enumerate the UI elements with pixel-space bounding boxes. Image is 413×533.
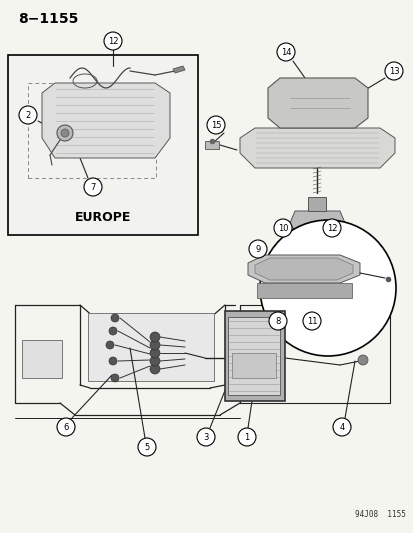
Bar <box>204 141 218 149</box>
Text: 12: 12 <box>326 223 337 232</box>
Circle shape <box>106 341 114 349</box>
Text: 7: 7 <box>90 182 95 191</box>
Circle shape <box>61 129 69 137</box>
Circle shape <box>150 364 159 374</box>
Text: 10: 10 <box>277 223 287 232</box>
Circle shape <box>332 418 350 436</box>
Text: 5: 5 <box>144 442 149 451</box>
Circle shape <box>384 62 402 80</box>
Circle shape <box>322 219 340 237</box>
Bar <box>22 340 62 378</box>
Bar <box>224 311 284 401</box>
Circle shape <box>150 340 159 350</box>
Circle shape <box>104 32 122 50</box>
Polygon shape <box>173 66 185 73</box>
Polygon shape <box>254 258 352 280</box>
Circle shape <box>111 374 119 382</box>
Polygon shape <box>247 255 359 283</box>
Bar <box>28 83 156 178</box>
Circle shape <box>259 220 395 356</box>
Text: 6: 6 <box>63 423 69 432</box>
Text: 14: 14 <box>280 47 291 56</box>
Circle shape <box>357 355 367 365</box>
Text: 11: 11 <box>306 317 316 326</box>
Circle shape <box>109 357 117 365</box>
Circle shape <box>273 219 291 237</box>
Text: 2: 2 <box>25 110 31 119</box>
Bar <box>228 317 279 395</box>
Bar <box>88 313 214 381</box>
Circle shape <box>57 125 73 141</box>
Circle shape <box>150 332 159 342</box>
Circle shape <box>302 312 320 330</box>
Circle shape <box>109 327 117 335</box>
Bar <box>231 353 275 378</box>
Bar <box>256 283 351 298</box>
Circle shape <box>57 418 75 436</box>
Text: 15: 15 <box>210 120 221 130</box>
Bar <box>8 55 197 235</box>
Circle shape <box>19 106 37 124</box>
Circle shape <box>197 428 214 446</box>
Text: 94J08  1155: 94J08 1155 <box>354 510 405 519</box>
Text: 1: 1 <box>244 432 249 441</box>
Circle shape <box>268 312 286 330</box>
Circle shape <box>237 428 255 446</box>
Circle shape <box>150 348 159 358</box>
Text: 8: 8 <box>275 317 280 326</box>
Circle shape <box>206 116 224 134</box>
Circle shape <box>276 43 294 61</box>
Circle shape <box>138 438 156 456</box>
Text: 12: 12 <box>107 36 118 45</box>
Circle shape <box>111 314 119 322</box>
Bar <box>307 197 325 211</box>
Text: EUROPE: EUROPE <box>75 211 131 223</box>
Text: 4: 4 <box>339 423 344 432</box>
Text: 8−1155: 8−1155 <box>18 12 78 26</box>
Polygon shape <box>267 78 367 128</box>
Circle shape <box>84 178 102 196</box>
Text: 9: 9 <box>255 245 260 254</box>
Polygon shape <box>240 128 394 168</box>
Polygon shape <box>42 83 170 158</box>
Circle shape <box>150 356 159 366</box>
Text: 3: 3 <box>203 432 208 441</box>
Polygon shape <box>289 211 344 231</box>
Circle shape <box>248 240 266 258</box>
Text: 13: 13 <box>388 67 399 76</box>
